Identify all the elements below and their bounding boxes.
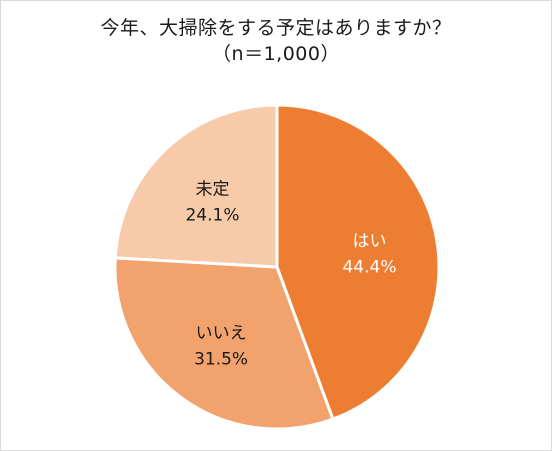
chart-title-block: 今年、大掃除をする予定はありますか？ （n＝1,000） <box>1 15 551 67</box>
slice-name-label: はい <box>353 232 387 252</box>
slice-value-label: 24.1% <box>185 206 239 226</box>
chart-title: 今年、大掃除をする予定はありますか？ <box>100 17 452 39</box>
slice-label-1: いいえ 31.5% <box>194 324 248 370</box>
slice-label-2: 未定 24.1% <box>185 180 239 226</box>
pie-slice-0 <box>275 103 441 421</box>
chart-subtitle: （n＝1,000） <box>212 43 340 65</box>
slice-label-0: はい 44.4% <box>342 232 396 278</box>
pie-slice-2 <box>113 103 279 269</box>
slice-value-label: 31.5% <box>194 350 248 370</box>
slice-name-label: いいえ <box>196 324 247 344</box>
slice-value-label: 44.4% <box>342 258 396 278</box>
pie-slice-1 <box>113 256 335 431</box>
slice-name-label: 未定 <box>196 180 230 200</box>
